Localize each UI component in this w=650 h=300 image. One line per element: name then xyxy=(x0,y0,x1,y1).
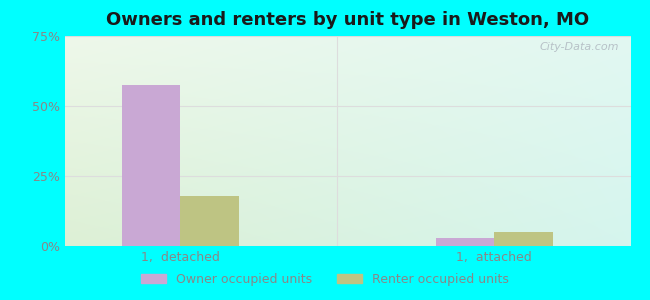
Text: City-Data.com: City-Data.com xyxy=(540,42,619,52)
Bar xyxy=(122,85,180,246)
Bar xyxy=(180,196,239,246)
Bar xyxy=(495,232,553,246)
Bar xyxy=(436,238,495,246)
Legend: Owner occupied units, Renter occupied units: Owner occupied units, Renter occupied un… xyxy=(136,268,514,291)
Title: Owners and renters by unit type in Weston, MO: Owners and renters by unit type in Westo… xyxy=(106,11,590,29)
